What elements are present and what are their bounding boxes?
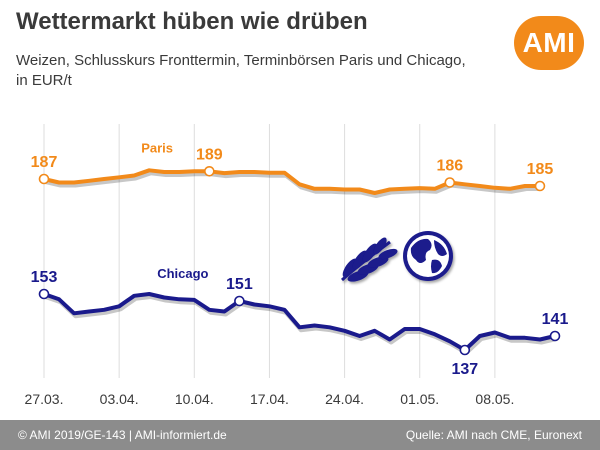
footer-source: Quelle: AMI nach CME, Euronext [405, 428, 582, 442]
series-line-chicago: Chicago [42, 266, 557, 355]
x-tick-label: 17.04. [250, 391, 289, 407]
data-point-marker [549, 330, 561, 342]
series-line-shadow [44, 295, 557, 355]
globe-icon [403, 231, 453, 281]
x-tick-label: 08.05. [475, 391, 514, 407]
footer-copyright: © AMI 2019/GE-143 | AMI-informiert.de [18, 428, 227, 442]
data-point-marker [38, 173, 50, 185]
x-tick-label: 24.04. [325, 391, 364, 407]
series-line [42, 168, 542, 195]
line-chart: 27.03. 03.04. 10.04. 17.04. 24.04. 01.05. 08.0… [25, 124, 569, 407]
chart-subtitle-line2: in EUR/t [16, 72, 72, 89]
data-point-marker [204, 166, 215, 177]
data-labels: 187 189 186 185 153 151 137 141 [31, 146, 569, 378]
chart-title: Wettermarkt hüben wie drüben [16, 8, 368, 35]
chart-subtitle-line1: Weizen, Schlusskurs Fronttermin, Terminb… [16, 52, 466, 69]
data-label: 187 [31, 154, 58, 171]
data-label: 137 [451, 361, 478, 378]
data-point-marker [534, 180, 546, 192]
x-tick-label: 27.03. [25, 391, 64, 407]
data-label: 151 [226, 276, 253, 293]
x-tick-label: 03.04. [100, 391, 139, 407]
wheat-icon [341, 237, 398, 282]
data-label: 189 [196, 146, 223, 163]
data-point-marker [38, 288, 50, 300]
data-point-marker [444, 177, 456, 188]
data-label: 186 [436, 158, 463, 175]
series-name-label: Paris [141, 140, 173, 155]
series-line [42, 292, 557, 352]
x-tick-label: 10.04. [175, 391, 214, 407]
data-label: 185 [527, 161, 554, 178]
data-label: 153 [31, 269, 58, 286]
x-axis: 27.03. 03.04. 10.04. 17.04. 24.04. 01.05. 08.0… [25, 391, 515, 407]
x-tick-label: 01.05. [400, 391, 439, 407]
ami-logo: AMI [514, 16, 584, 70]
series-name-label: Chicago [157, 266, 208, 281]
data-label: 141 [542, 311, 569, 328]
series-line-paris: Paris [42, 140, 542, 198]
data-point-marker [234, 295, 245, 307]
data-point-marker [459, 344, 471, 356]
footer-bar: © AMI 2019/GE-143 | AMI-informiert.de Qu… [0, 420, 600, 450]
